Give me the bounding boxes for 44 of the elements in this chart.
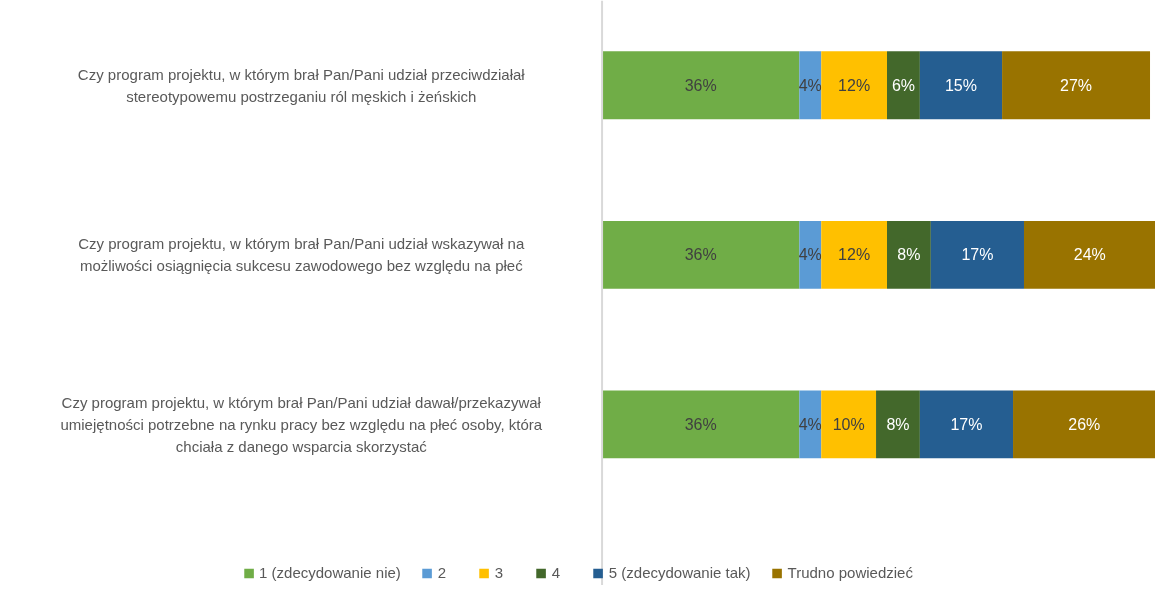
data-label: 17% [950, 415, 983, 433]
bar [887, 51, 920, 120]
bar [887, 220, 931, 289]
legend-label: Trudno powiedzieć [787, 564, 913, 581]
bar [602, 390, 800, 459]
data-label: 24% [1073, 246, 1106, 264]
data-label: 10% [832, 415, 865, 433]
data-label: 4% [798, 246, 822, 264]
data-label: 26% [1068, 415, 1101, 433]
y-tick-label: Czy program projektu, w którym brał Pan/Pani udział przeciwdziałał stereotypowemu postrzeganiu ról męskich i żeńskich [77, 65, 526, 105]
data-label: 36% [684, 246, 717, 264]
bar [821, 390, 877, 459]
bar [602, 51, 800, 120]
data-label: 15% [944, 76, 977, 94]
bar [602, 220, 800, 289]
data-label: 4% [798, 76, 822, 94]
bar [821, 220, 887, 289]
data-label: 12% [838, 76, 871, 94]
legend-label: 4 [551, 564, 562, 581]
data-label: 17% [961, 246, 994, 264]
y-tick-label: Czy program projektu, w którym brał Pan/Pani udział dawał/przekazywał umiejętności potrzebne na rynku pracy bez względu na płeć osoby, która chciała z danego wsparcia skorzystać [60, 393, 543, 456]
bar [1013, 390, 1155, 459]
bar [930, 220, 1024, 289]
legend-label: 3 [494, 564, 505, 581]
bar [1023, 220, 1155, 289]
bar [919, 390, 1014, 459]
data-label: 8% [886, 415, 910, 433]
data-label: 4% [798, 415, 822, 433]
bar [821, 51, 887, 120]
bar [919, 51, 1003, 120]
legend-label: 5 (zdecydowanie tak) [608, 564, 751, 581]
data-label: 6% [891, 76, 915, 94]
data-label: 36% [684, 76, 717, 94]
legend-label: 1 (zdecydowanie nie) [259, 564, 401, 581]
legend-label: 2 [437, 564, 448, 581]
bar [876, 390, 920, 459]
bar [799, 220, 822, 289]
data-label: 8% [897, 246, 921, 264]
data-label: 27% [1060, 76, 1093, 94]
bar [799, 51, 822, 120]
bar [1002, 51, 1151, 120]
data-label: 12% [838, 246, 871, 264]
data-label: 36% [684, 415, 717, 433]
y-tick-label: Czy program projektu, w którym brał Pan/Pani udział wskazywał na możliwości osiągnięcia sukcesu zawodowego bez względu na płeć [78, 235, 525, 275]
